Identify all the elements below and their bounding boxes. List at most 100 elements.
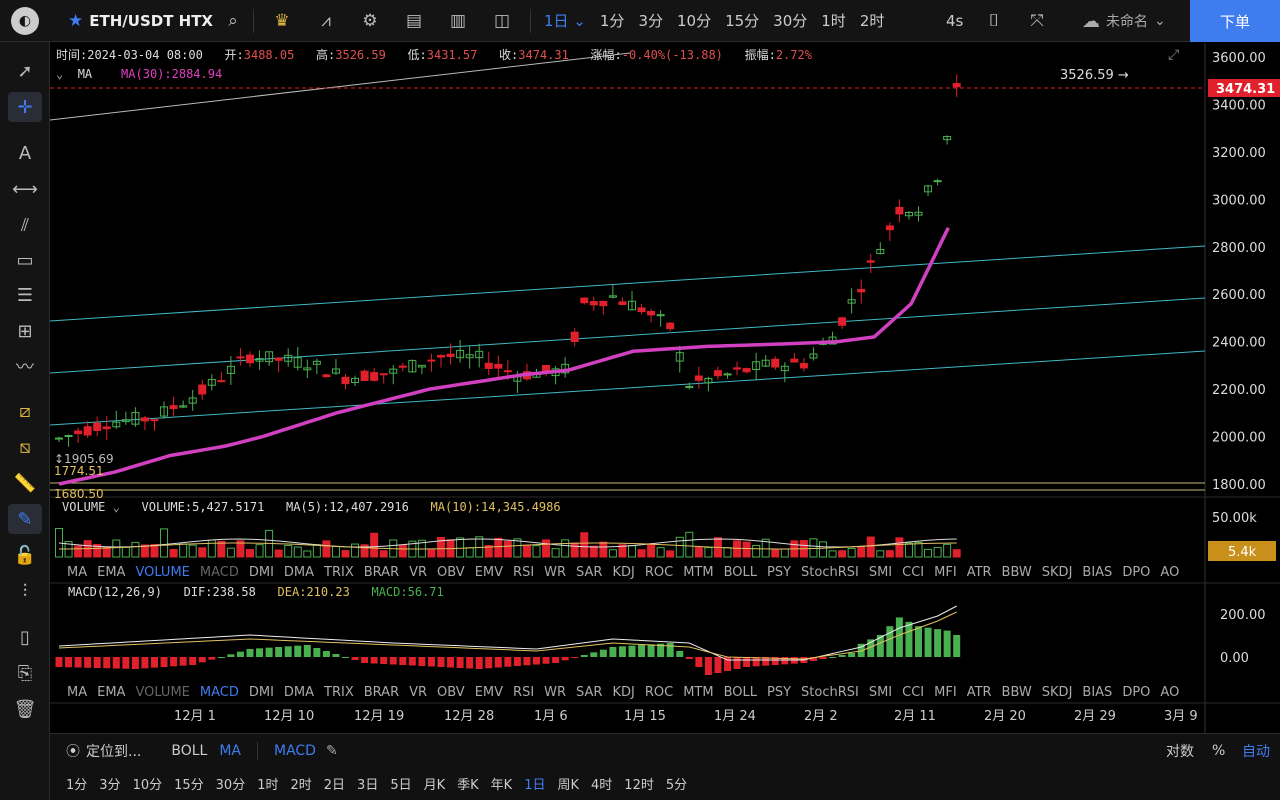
indicator-tab[interactable]: EMA [97,564,126,580]
indicator-tab[interactable]: MFI [934,684,957,700]
layout-name-menu[interactable]: ☁ 未命名 ⌄ [1082,0,1166,42]
indicator-tab[interactable]: OBV [437,564,465,580]
quick-interval[interactable]: 30分 [215,778,246,793]
visibility-icon[interactable]: ⫶ [22,580,28,602]
indicator-tab[interactable]: SAR [576,564,603,580]
indicator-tab[interactable]: TRIX [324,564,354,580]
indicator-tab[interactable]: WR [544,564,567,580]
indicator-tab[interactable]: EMA [97,684,126,700]
indicator-tab[interactable]: RSI [513,684,535,700]
indicator-tab[interactable]: MFI [934,564,957,580]
indicator-tab[interactable]: SKDJ [1041,564,1073,580]
pattern-icon[interactable]: 〰 [16,357,34,378]
quick-interval[interactable]: 10分 [132,778,163,793]
interval-tab[interactable]: 30分 [773,11,808,30]
percent-toggle[interactable]: % [1212,742,1226,759]
indicator-tab[interactable]: ROC [644,684,674,700]
ma-legend[interactable]: ⌄ MA MA(30):2884.94 [56,67,223,81]
indicator-tab[interactable]: TRIX [324,684,354,700]
indicator-tab[interactable]: StochRSI [801,564,859,580]
quick-interval[interactable]: 1分 [66,778,88,793]
cursor-arrow-icon[interactable]: ➚ [17,60,33,82]
indicator-tab[interactable]: MTM [683,564,714,580]
indicator-tab[interactable]: SKDJ [1041,684,1073,700]
text-tool-icon[interactable]: A [18,142,32,164]
indicator-tab[interactable]: PSY [766,684,792,700]
indicator-tab[interactable]: MTM [683,684,714,700]
trend-line-icon[interactable]: ⫽ [20,214,30,236]
indicator-tab[interactable]: KDJ [612,564,635,580]
lock-icon[interactable]: 🔓 [13,544,37,566]
fullscreen-icon[interactable]: ⤧ [1030,11,1044,31]
macd-toggle[interactable]: MACD [274,742,316,759]
quick-interval[interactable]: 3日 [357,778,379,793]
indicators-icon[interactable]: ⩘ [321,10,331,31]
layout-icon[interactable]: ◫ [493,10,511,31]
indicator-tab[interactable]: MACD [199,684,239,700]
interval-tab[interactable]: 1日 ⌄ [544,11,586,30]
camera-icon[interactable]: ⌷ [988,11,1000,31]
indicator-tab[interactable]: CCI [902,684,925,700]
log-scale-toggle[interactable]: 对数 [1166,743,1194,760]
indicator-tab[interactable]: DPO [1122,684,1151,700]
indicator-tab[interactable]: DMA [283,684,315,700]
indicator-tab[interactable]: MA [67,564,88,580]
indicator-tab[interactable]: MACD [199,564,239,580]
quick-interval[interactable]: 周K [557,778,580,793]
indicator-tab[interactable]: SAR [576,684,603,700]
compare-icon[interactable]: ▥ [449,10,467,31]
indicator-tab[interactable]: VR [409,684,428,700]
indicator-tab[interactable]: DMI [248,684,274,700]
indicator-tab[interactable]: BIAS [1082,684,1113,700]
interval-tab[interactable]: 15分 [725,11,760,30]
rectangle-icon[interactable]: ▭ [16,249,34,271]
settings-gear-icon[interactable]: ⚙ [362,10,378,31]
indicator-tab[interactable]: ATR [966,684,992,700]
ma-toggle[interactable]: MA [219,742,241,759]
measure-icon[interactable]: ⊞ [17,320,33,342]
interval-tab[interactable]: 10分 [676,11,712,30]
indicator-tab[interactable]: DPO [1122,564,1151,580]
quick-interval[interactable]: 2时 [290,778,312,793]
indicator-tab[interactable]: EMV [474,684,504,700]
crosshair-icon[interactable]: ✛ [8,92,42,122]
magnet-icon[interactable]: ⧄ [19,400,31,422]
search-icon[interactable]: ⌕ [228,10,238,31]
chart-canvas[interactable]: 3600.00 3400.00 3200.00 3000.00 2800.00 2600.… [50,43,1280,733]
boll-toggle[interactable]: BOLL [171,742,208,759]
indicator-tab[interactable]: ROC [644,564,674,580]
indicator-tab[interactable]: VOLUME [135,564,190,580]
indicator-tab[interactable]: AO [1160,564,1180,580]
indicator-tab[interactable]: AO [1160,684,1180,700]
auto-scale-toggle[interactable]: 自动 [1242,743,1270,760]
quick-interval[interactable]: 1日 [524,778,546,793]
quick-interval[interactable]: 15分 [174,778,204,793]
magnet-strong-icon[interactable]: ⧅ [19,436,31,458]
indicator-tab[interactable]: DMA [283,564,315,580]
edit-icon[interactable]: ✎ [325,742,338,759]
chart-area[interactable]: 3600.00 3400.00 3200.00 3000.00 2800.00 2600.… [50,43,1280,733]
refresh-timer[interactable]: 4s [946,12,964,30]
indicator-tab[interactable]: MA [67,684,88,700]
interval-tab[interactable]: 2时 [859,11,885,30]
indicator-tab[interactable]: StochRSI [801,684,859,700]
indicator-tab[interactable]: BOLL [723,564,757,580]
symbol-selector[interactable]: ★ ETH/USDT HTX [50,0,219,42]
indicator-tab[interactable]: BRAR [363,684,400,700]
star-icon[interactable]: ★ [68,10,84,31]
indicator-tab[interactable]: VR [409,564,428,580]
indicator-tab[interactable]: SMI [868,684,893,700]
indicator-tab[interactable]: DMI [248,564,274,580]
quick-interval[interactable]: 年K [490,778,513,793]
bookmark-icon[interactable]: ▯ [20,626,30,648]
indicator-tab[interactable]: CCI [902,564,925,580]
indicator-tab[interactable]: OBV [437,684,465,700]
quick-interval[interactable]: 12时 [624,778,654,793]
quick-interval[interactable]: 3分 [99,778,121,793]
indicator-tab[interactable]: RSI [513,564,535,580]
interval-tab[interactable]: 1分 [599,11,625,30]
indicator-tab[interactable]: KDJ [612,684,635,700]
pen-icon[interactable]: ✎ [8,504,42,534]
indicator-tab[interactable]: ATR [966,564,992,580]
quick-interval[interactable]: 2日 [323,778,346,793]
